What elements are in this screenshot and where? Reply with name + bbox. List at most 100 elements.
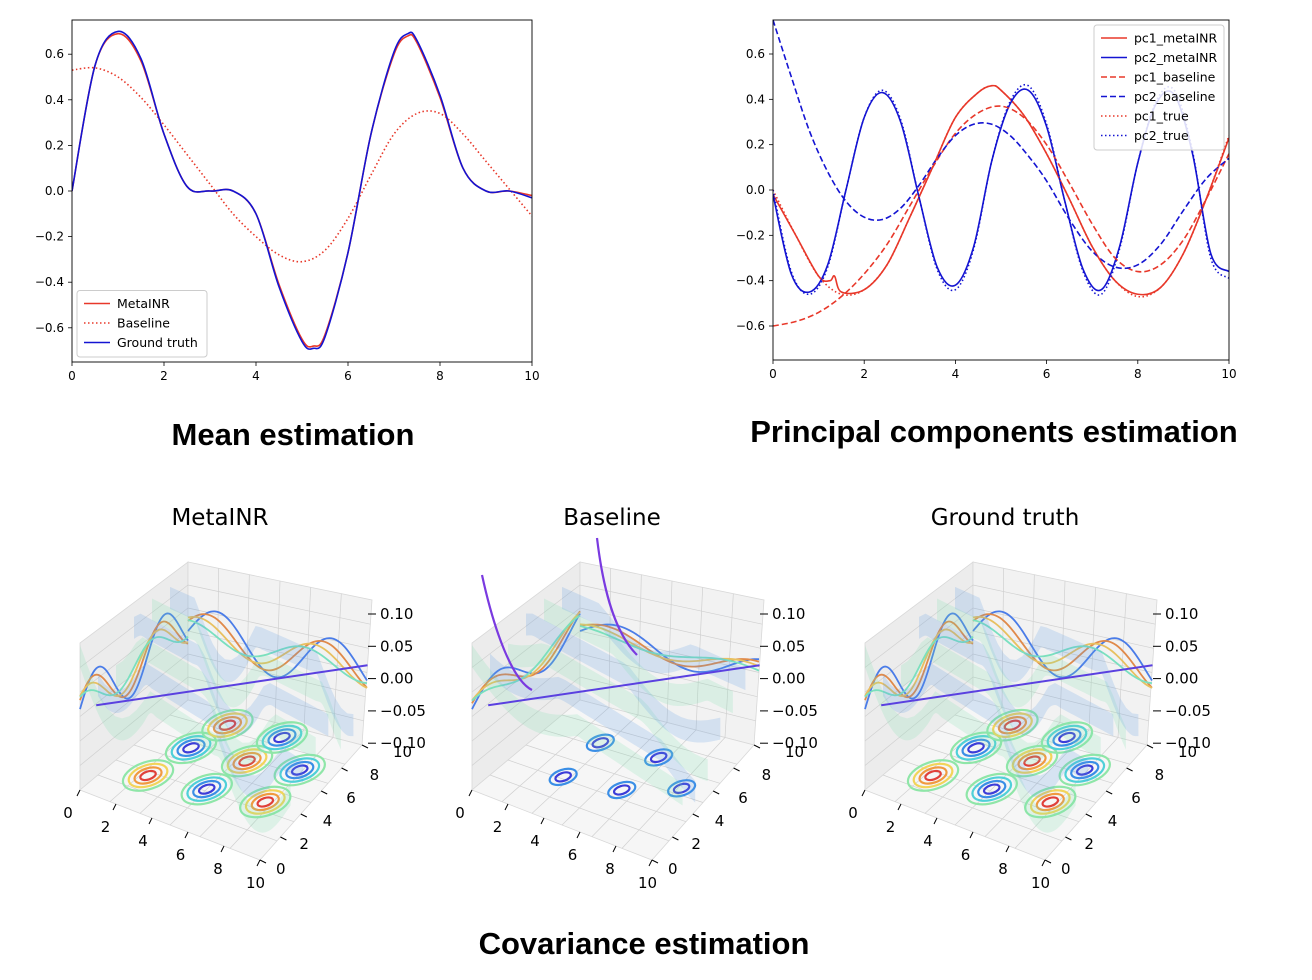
x-tick-mark [648, 859, 653, 867]
contour-ring [1058, 731, 1076, 744]
legend-entry: pc1_true [1134, 109, 1189, 124]
contour-ring [1017, 751, 1047, 771]
y-tick-mark [712, 790, 720, 795]
grid-lines [471, 568, 763, 849]
plot-frame [71, 19, 533, 363]
left-wall-curve [79, 636, 189, 698]
x-tick-mark [148, 817, 153, 825]
contour-ring [285, 760, 315, 780]
contour-ring [226, 748, 268, 774]
back-wall-curve [972, 615, 1153, 689]
x-tick-label: 0 [848, 804, 858, 822]
y-tick-label: −0.4 [35, 275, 64, 289]
back-wall-curve [579, 623, 760, 668]
x-tick-mark [897, 803, 902, 811]
contour-ring [918, 766, 948, 785]
y-tick-label: 6 [1131, 789, 1141, 807]
contour-ring [986, 708, 1039, 742]
surface-band [508, 643, 708, 782]
y-tick-mark [733, 767, 740, 772]
covariance-caption: Covariance estimation [479, 926, 810, 961]
z-tick-label: −0.05 [380, 702, 426, 720]
x-tick-mark [969, 831, 974, 839]
diagonal-line [488, 664, 760, 707]
contour-ring [186, 776, 228, 802]
plot-frame [772, 19, 1230, 361]
contour-ring [255, 721, 309, 754]
surface-band [544, 598, 733, 714]
wall-curves [864, 610, 1153, 710]
legend-entry: pc2_true [1134, 128, 1189, 143]
contour-ring [997, 716, 1028, 735]
y-tick-label: 0 [668, 860, 678, 878]
contour-ring [644, 748, 674, 767]
x-tick-mark [933, 817, 938, 825]
z-tick-label: 0.10 [772, 605, 805, 623]
contour-ring [256, 796, 275, 808]
y-tick-mark [1126, 767, 1133, 772]
contour-ring [176, 738, 206, 758]
contour-ring [1075, 764, 1094, 776]
pc-caption: Principal components estimation [750, 414, 1237, 449]
y-tick-mark [341, 767, 348, 772]
x-tick-label: 8 [605, 860, 615, 878]
y-tick-label: 0.6 [746, 47, 765, 61]
left-wall-curve [79, 620, 189, 701]
x-tick-label: 2 [886, 818, 896, 836]
contour-ring [1040, 721, 1094, 754]
contour-ring [290, 764, 309, 776]
z-tick-label: 0.05 [1165, 637, 1198, 655]
z-tick-label: 0.10 [1165, 605, 1198, 623]
contour-ring [212, 716, 243, 735]
contour-ring [1024, 785, 1077, 819]
legend-box [76, 290, 208, 358]
legend-entry: pc1_metaINR [1134, 31, 1217, 46]
contour-ring [649, 751, 668, 764]
x-tick-mark [576, 831, 581, 839]
floor-contours [121, 708, 326, 819]
x-tick-mark [861, 789, 866, 797]
x-tick-label: 2 [160, 369, 168, 383]
y-tick-mark [259, 859, 267, 864]
panel-title: Ground truth [931, 505, 1080, 531]
contour-ring [1058, 753, 1111, 787]
y-tick-mark [280, 836, 287, 841]
back-wall-curve [972, 619, 1153, 685]
z-tick-label: −0.10 [1165, 734, 1211, 752]
surface-band [490, 653, 696, 803]
y-tick-mark [651, 859, 659, 864]
contour-ring [192, 779, 222, 799]
y-tick-mark [1085, 813, 1093, 818]
z-tick-label: −0.05 [772, 702, 818, 720]
y-tick-mark [1105, 790, 1113, 795]
left-wall-curve [79, 628, 189, 697]
y-tick-label: 8 [762, 766, 772, 784]
z-tick-label: 0.10 [380, 605, 413, 623]
surface-band [955, 586, 1139, 737]
x-tick-label: 8 [436, 369, 444, 383]
back-wall-curve [972, 610, 1153, 682]
y-tick-mark [692, 813, 700, 818]
contour-ring [232, 751, 262, 771]
contour-ring [955, 735, 997, 761]
contour-ring [965, 772, 1018, 806]
y-tick-label: 4 [715, 812, 725, 830]
contour-ring [672, 782, 691, 794]
back-wall-curve [187, 615, 368, 689]
legend-box [1093, 24, 1225, 151]
contour-ring [1011, 748, 1053, 774]
left-wall-curve [864, 612, 974, 710]
y-tick-label: 10 [785, 743, 804, 761]
z-tick-label: 0.00 [772, 670, 805, 688]
y-tick-label: 0.2 [746, 138, 765, 152]
contour-ring [127, 762, 169, 789]
back-wall-curve [579, 625, 760, 672]
x-tick-label: 10 [246, 874, 265, 892]
x-tick-mark [468, 789, 473, 797]
left-wall-curve [79, 612, 189, 710]
edge-curve [595, 537, 638, 656]
x-tick-label: 2 [101, 818, 111, 836]
y-tick-label: −0.6 [35, 321, 64, 335]
y-tick-label: 0.0 [746, 183, 765, 197]
